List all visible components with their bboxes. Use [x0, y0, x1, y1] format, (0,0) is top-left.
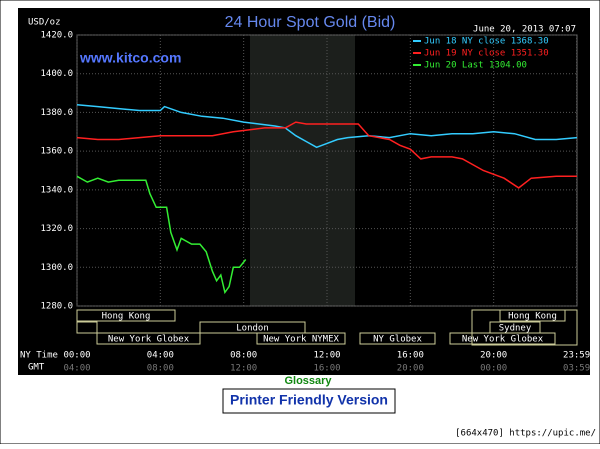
session-box — [76, 321, 98, 334]
y-tick-label: 1280.0 — [40, 302, 73, 312]
session-label: Sydney — [499, 324, 532, 334]
session-box — [359, 332, 436, 345]
x2-tick-label: 12:00 — [230, 364, 257, 374]
print-button-label[interactable]: Printer Friendly Version — [230, 392, 388, 408]
session-box — [76, 309, 176, 322]
session-box — [256, 332, 346, 345]
y-label: USD/oz — [28, 18, 61, 28]
session-label: Hong Kong — [102, 312, 151, 322]
session-label: NY Globex — [373, 335, 422, 345]
x-tick-label: 16:00 — [397, 351, 424, 361]
series-line — [76, 121, 577, 189]
y-tick-label: 1380.0 — [40, 108, 73, 118]
stamp: [664x470] https://upic.me/ — [455, 429, 596, 439]
print-button[interactable] — [222, 388, 396, 414]
legend-label: Jun 20 Last 1304.00 — [424, 61, 527, 71]
x2-tick-label: 04:00 — [63, 364, 90, 374]
stamp-bg — [446, 425, 598, 441]
x2-tick-label: 03:59 — [563, 364, 590, 374]
session-label: London — [236, 324, 269, 334]
session-label: New York Globex — [462, 335, 544, 345]
session-shade — [250, 35, 355, 306]
watermark: www.kitco.com — [79, 50, 181, 66]
session-box — [449, 332, 556, 345]
y-tick-label: 1340.0 — [40, 185, 73, 195]
x-tick-label: 12:00 — [313, 351, 340, 361]
series-line — [76, 103, 578, 149]
x-tick-label: 23:59 — [563, 351, 590, 361]
series-line — [76, 175, 247, 295]
legend-label: Jun 18 NY close 1368.30 — [424, 37, 549, 47]
session-box — [199, 321, 306, 334]
legend-label: Jun 19 NY close 1351.30 — [424, 49, 549, 59]
x2-tick-label: 08:00 — [147, 364, 174, 374]
y-tick-label: 1300.0 — [40, 263, 73, 273]
y-tick-label: 1420.0 — [40, 31, 73, 41]
session-label: New York NYMEX — [263, 335, 339, 345]
y-tick-label: 1320.0 — [40, 224, 73, 234]
x2-label: GMT — [28, 363, 45, 373]
y-tick-label: 1400.0 — [40, 69, 73, 79]
x2-tick-label: 00:00 — [480, 364, 507, 374]
x-tick-label: 08:00 — [230, 351, 257, 361]
session-label: Hong Kong — [508, 312, 557, 322]
y-tick-label: 1360.0 — [40, 147, 73, 157]
x-tick-label: 20:00 — [480, 351, 507, 361]
x2-tick-label: 16:00 — [313, 364, 340, 374]
chart-title: 24 Hour Spot Gold (Bid) — [225, 14, 396, 31]
x-tick-label: 04:00 — [147, 351, 174, 361]
session-box — [96, 332, 201, 345]
x-tick-label: 00:00 — [63, 351, 90, 361]
session-label: New York Globex — [108, 335, 190, 345]
session-box — [499, 309, 566, 322]
glossary-link[interactable]: Glossary — [284, 375, 332, 387]
x2-tick-label: 20:00 — [397, 364, 424, 374]
x-label: NY Time — [20, 351, 58, 361]
timestamp: June 20, 2013 07:07 — [473, 25, 576, 35]
